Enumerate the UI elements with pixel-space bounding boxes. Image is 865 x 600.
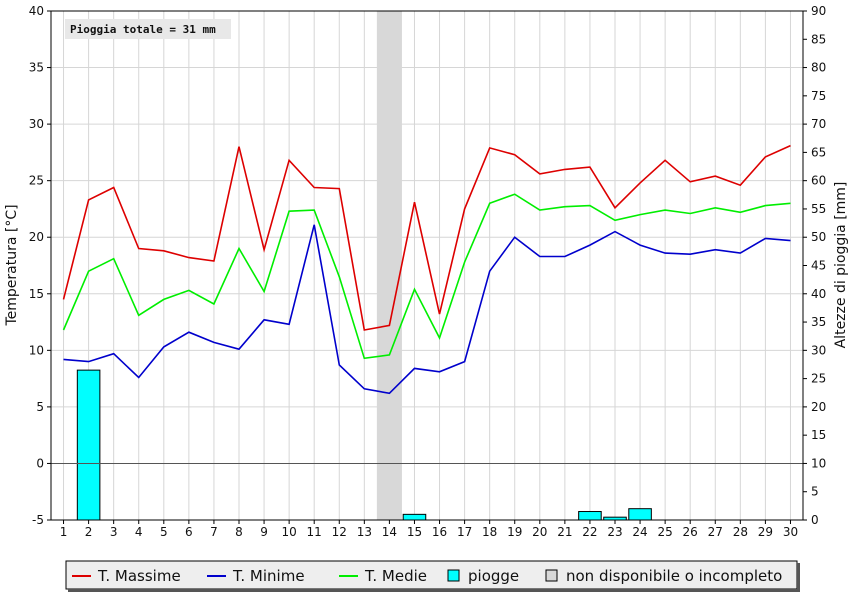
rain-total-note: Pioggia totale = 31 mm <box>65 19 231 39</box>
legend-swatch <box>545 569 558 582</box>
y2-tick-label: 45 <box>811 259 826 273</box>
y2-tick-label: 20 <box>811 400 826 414</box>
y-tick-label: 40 <box>29 4 44 18</box>
legend-label: piogge <box>468 567 519 585</box>
x-tick-label: 28 <box>733 525 748 539</box>
x-tick-label: 14 <box>382 525 397 539</box>
x-tick-label: 18 <box>482 525 497 539</box>
y2-tick-label: 50 <box>811 230 826 244</box>
y-tick-label: 0 <box>36 456 44 470</box>
x-tick-label: 13 <box>357 525 372 539</box>
x-tick-label: 12 <box>332 525 347 539</box>
legend-label: T. Medie <box>364 567 427 585</box>
y-tick-label: 15 <box>29 287 44 301</box>
y-tick-label: 25 <box>29 174 44 188</box>
x-tick-label: 26 <box>683 525 698 539</box>
legend-label: T. Minime <box>232 567 305 585</box>
legend-label: T. Massime <box>97 567 181 585</box>
legend-swatch <box>447 569 460 582</box>
y2-tick-label: 15 <box>811 428 826 442</box>
rain-bar <box>402 513 427 521</box>
y2-tick-label: 75 <box>811 89 826 103</box>
y-axis-left-ticks: -5 0 5 10 15 20 25 30 35 40 <box>29 4 51 527</box>
x-tick-label: 6 <box>185 525 193 539</box>
y2-tick-label: 30 <box>811 343 826 357</box>
y2-tick-label: 85 <box>811 32 826 46</box>
y2-tick-label: 80 <box>811 61 826 75</box>
x-tick-label: 7 <box>210 525 218 539</box>
x-tick-label: 20 <box>532 525 547 539</box>
x-tick-label: 23 <box>607 525 622 539</box>
x-tick-label: 4 <box>135 525 143 539</box>
x-tick-label: 11 <box>307 525 322 539</box>
x-tick-label: 24 <box>632 525 647 539</box>
x-tick-label: 8 <box>235 525 243 539</box>
x-tick-label: 17 <box>457 525 472 539</box>
rain-total-text: Pioggia totale = 31 mm <box>70 23 216 36</box>
x-tick-label: 30 <box>783 525 798 539</box>
grid <box>51 10 803 521</box>
y2-tick-label: 0 <box>811 513 819 527</box>
x-tick-label: 9 <box>260 525 268 539</box>
x-tick-label: 5 <box>160 525 168 539</box>
x-tick-label: 25 <box>657 525 672 539</box>
y2-tick-label: 40 <box>811 287 826 301</box>
y2-tick-label: 90 <box>811 4 826 18</box>
legend-label: non disponibile o incompleto <box>566 567 782 585</box>
y2-tick-label: 70 <box>811 117 826 131</box>
y-tick-label: 5 <box>36 400 44 414</box>
y2-tick-label: 5 <box>811 485 819 499</box>
rain-bars <box>76 369 652 521</box>
x-tick-label: 19 <box>507 525 522 539</box>
x-axis-ticks: 1 2 3 4 5 6 7 8 9 10 11 12 13 14 15 16 17 18 19 20 21 22 23 24 2… <box>60 520 798 539</box>
x-tick-label: 2 <box>85 525 93 539</box>
rain-bar <box>628 508 652 521</box>
y-tick-label: 20 <box>29 230 44 244</box>
x-tick-label: 29 <box>758 525 773 539</box>
legend: T. Massime T. Minime T. Medie piogge non dis… <box>65 560 800 592</box>
y2-tick-label: 25 <box>811 372 826 386</box>
series-line <box>62 193 791 360</box>
y-tick-label: 10 <box>29 343 44 357</box>
x-tick-label: 3 <box>110 525 118 539</box>
x-tick-label: 15 <box>407 525 422 539</box>
x-tick-label: 27 <box>708 525 723 539</box>
unavailable-band <box>376 11 402 520</box>
y-tick-label: -5 <box>32 513 44 527</box>
y-tick-label: 30 <box>29 117 44 131</box>
x-tick-label: 22 <box>582 525 597 539</box>
unavailable-bands <box>376 11 402 520</box>
x-tick-label: 1 <box>60 525 68 539</box>
series-line <box>62 144 791 331</box>
rain-bar <box>76 369 101 521</box>
rain-bar <box>578 511 602 521</box>
x-tick-label: 21 <box>557 525 572 539</box>
y-axis-right-title: Altezze di pioggia [mm] <box>833 182 849 349</box>
temperature-series <box>62 144 791 395</box>
y-axis-right-ticks: 0 5 10 15 20 25 30 35 40 45 50 55 60 65 70 75 80 85 90 <box>803 4 826 527</box>
y-tick-label: 35 <box>29 61 44 75</box>
x-tick-label: 10 <box>281 525 296 539</box>
x-tick-label: 16 <box>432 525 447 539</box>
y2-tick-label: 35 <box>811 315 826 329</box>
y-axis-left-title: Temperatura [°C] <box>4 204 20 326</box>
y2-tick-label: 55 <box>811 202 826 216</box>
y2-tick-label: 10 <box>811 456 826 470</box>
y2-tick-label: 60 <box>811 174 826 188</box>
series-line <box>63 224 791 395</box>
y2-tick-label: 65 <box>811 145 826 159</box>
